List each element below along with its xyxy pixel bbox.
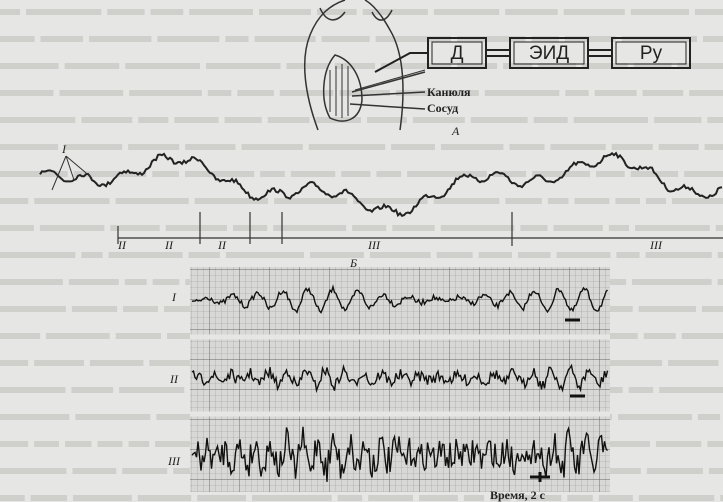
recording-label: III [167, 454, 181, 468]
time-scale-label: Время, 2 с [490, 488, 546, 502]
marker-lines [51, 155, 93, 191]
vessel-label: Сосуд [427, 101, 458, 115]
segment-label: II [117, 238, 127, 252]
brackets [117, 212, 723, 246]
recording-trace [191, 363, 609, 394]
block-label: ЭИД [529, 43, 569, 64]
time-markers [530, 318, 585, 482]
trace-marker: I [61, 142, 67, 156]
top-trace [39, 151, 723, 218]
block-diagram [374, 37, 691, 73]
recording-trace [191, 425, 609, 482]
strip-gaps [190, 334, 610, 417]
recording-trace [191, 284, 609, 314]
segment-label: III [367, 238, 381, 252]
panel-label: Б [349, 256, 357, 270]
panel-label: А [451, 124, 460, 138]
block-label: Д [451, 43, 464, 64]
segment-label: II [164, 238, 174, 252]
rat-illustration [304, 0, 426, 131]
recording-traces [191, 284, 609, 482]
block-label: Ру [640, 43, 663, 64]
segment-label: II [217, 238, 227, 252]
recording-label: I [171, 290, 177, 304]
segment-label: III [649, 238, 663, 252]
cannula-label: Канюля [427, 85, 471, 99]
recording-label: II [169, 372, 179, 386]
